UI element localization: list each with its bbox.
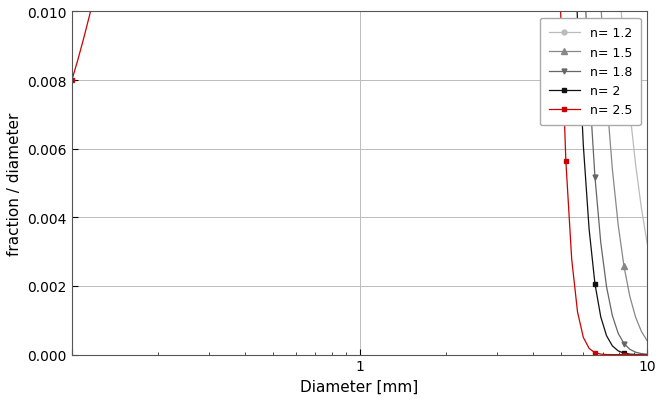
Line: n= 1.5: n= 1.5 — [69, 0, 650, 344]
n= 2.5 — [603, 352, 611, 357]
n= 1.5 — [603, 95, 611, 99]
n= 1.2 — [620, 46, 628, 51]
X-axis label: Diameter [mm]: Diameter [mm] — [300, 379, 418, 394]
n= 1.2 — [643, 242, 651, 247]
Line: n= 2: n= 2 — [70, 0, 650, 357]
Line: n= 2.5: n= 2.5 — [70, 0, 650, 357]
n= 1.8 — [620, 341, 628, 346]
n= 1.5 — [643, 338, 651, 343]
n= 2.5 — [68, 79, 76, 83]
n= 1.8 — [643, 352, 651, 357]
n= 2 — [643, 352, 651, 357]
n= 1.8 — [603, 285, 611, 290]
n= 2 — [603, 334, 611, 338]
n= 2.5 — [643, 352, 651, 357]
n= 2 — [620, 351, 628, 356]
Line: n= 1.8: n= 1.8 — [70, 0, 650, 357]
n= 2.5 — [620, 352, 628, 357]
Y-axis label: fraction / diameter: fraction / diameter — [7, 112, 22, 255]
n= 1.5 — [620, 264, 628, 269]
Line: n= 1.2: n= 1.2 — [70, 0, 650, 247]
Legend: n= 1.2, n= 1.5, n= 1.8, n= 2, n= 2.5: n= 1.2, n= 1.5, n= 1.8, n= 2, n= 2.5 — [540, 19, 641, 126]
